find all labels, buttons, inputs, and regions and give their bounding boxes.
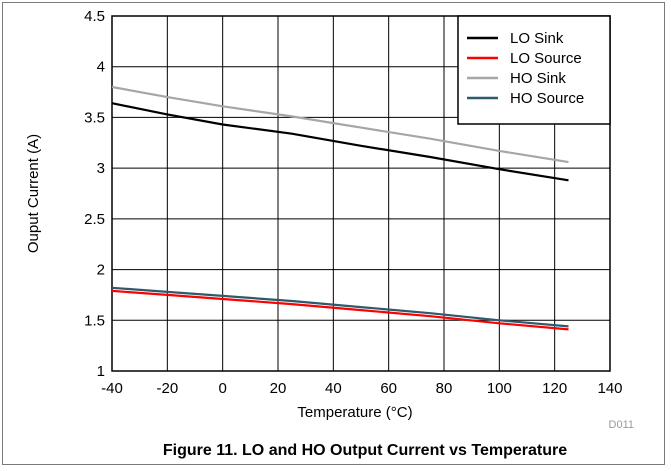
x-axis-title: Temperature (°C) <box>297 404 412 421</box>
series-line-ho-source <box>111 286 569 328</box>
x-tick-label: -40 <box>101 380 123 397</box>
x-tick-label: 60 <box>380 380 397 397</box>
legend-label: HO Source <box>510 90 584 107</box>
grid <box>112 16 610 371</box>
y-tick-labels: 1 1.5 2 2.5 3 3.5 4 4.5 <box>84 8 105 380</box>
series-line-ho-sink <box>111 85 569 164</box>
x-tick-label: 0 <box>218 380 226 397</box>
x-tick-label: 80 <box>436 380 453 397</box>
legend: LO Sink LO Source HO Sink HO Source <box>457 15 611 125</box>
y-axis-title: Ouput Current (A) <box>25 134 42 253</box>
y-tick-label: 2.5 <box>84 211 105 228</box>
legend-box <box>457 15 611 125</box>
figure-code: D011 <box>609 419 634 431</box>
y-tick-label: 4 <box>97 59 105 76</box>
legend-label: HO Sink <box>510 70 566 87</box>
figure-frame <box>2 2 665 465</box>
y-tick-label: 3 <box>97 160 105 177</box>
y-tick-label: 3.5 <box>84 109 105 126</box>
y-tick-label: 4.5 <box>84 8 105 25</box>
x-tick-label: 140 <box>597 380 622 397</box>
y-tick-label: 1.5 <box>84 312 105 329</box>
series-line-lo-sink <box>111 102 569 182</box>
x-tick-labels: -40 -20 0 20 40 60 80 100 120 140 <box>101 380 622 397</box>
legend-label: LO Sink <box>510 30 564 47</box>
y-tick-label: 1 <box>97 363 105 380</box>
x-tick-label: 20 <box>270 380 287 397</box>
x-tick-label: 100 <box>487 380 512 397</box>
series-lines <box>111 85 569 331</box>
legend-label: LO Source <box>510 50 582 67</box>
x-tick-label: 120 <box>542 380 567 397</box>
x-tick-label: -20 <box>156 380 178 397</box>
x-tick-label: 40 <box>325 380 342 397</box>
plot-border <box>111 15 611 372</box>
figure-caption: Figure 11. LO and HO Output Current vs T… <box>163 442 567 459</box>
y-tick-label: 2 <box>97 262 105 279</box>
series-line-lo-source <box>111 289 569 331</box>
